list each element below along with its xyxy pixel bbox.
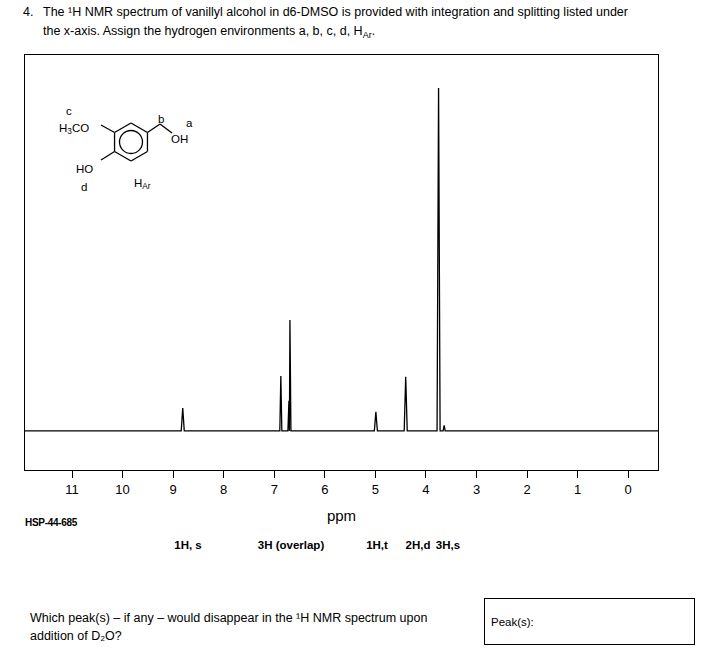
svg-text:8: 8	[220, 482, 227, 497]
html-text:Which peak(s) – if any – would: Which peak(s) – if any – would disappear…	[30, 611, 428, 625]
svg-text:3: 3	[473, 482, 480, 497]
svg-text:5: 5	[372, 482, 379, 497]
html-text:2H,d 3H,s: 2H,d 3H,s	[405, 539, 461, 551]
svg-text:1: 1	[574, 482, 581, 497]
html-text:b: b	[158, 113, 165, 125]
svg-text:6: 6	[321, 482, 328, 497]
html-text:3H (overlap): 3H (overlap)	[257, 539, 325, 551]
svg-text:4: 4	[422, 482, 429, 497]
svg-text:2: 2	[523, 482, 530, 497]
html-text:the x-axis. Assign the hydroge: the x-axis. Assign the hydrogen environm…	[43, 24, 376, 40]
html-text:H3CO: H3CO	[59, 122, 90, 137]
html-text:c: c	[66, 105, 72, 117]
html-text:1H, s: 1H, s	[174, 539, 202, 551]
svg-text:ppm: ppm	[327, 507, 356, 524]
html-text:HO: HO	[76, 163, 94, 175]
html-text:1H,t: 1H,t	[366, 539, 388, 551]
html-text:Peak(s):: Peak(s):	[491, 616, 534, 628]
html-text:4.: 4.	[23, 5, 34, 19]
html-text:addition of D₂O?: addition of D₂O?	[30, 629, 122, 643]
svg-text:11: 11	[65, 482, 79, 497]
html-text:d: d	[81, 181, 88, 193]
html-text:OH: OH	[171, 133, 189, 145]
html-text:a: a	[186, 117, 193, 129]
html-text:HAr: HAr	[134, 177, 151, 192]
svg-text:10: 10	[115, 482, 129, 497]
html-text:HSP-44-685: HSP-44-685	[25, 517, 77, 528]
html-text:The ¹H NMR spectrum of vanilly: The ¹H NMR spectrum of vanillyl alcohol …	[43, 5, 628, 19]
svg-text:9: 9	[170, 482, 177, 497]
svg-text:0: 0	[625, 482, 632, 497]
svg-text:7: 7	[271, 482, 278, 497]
